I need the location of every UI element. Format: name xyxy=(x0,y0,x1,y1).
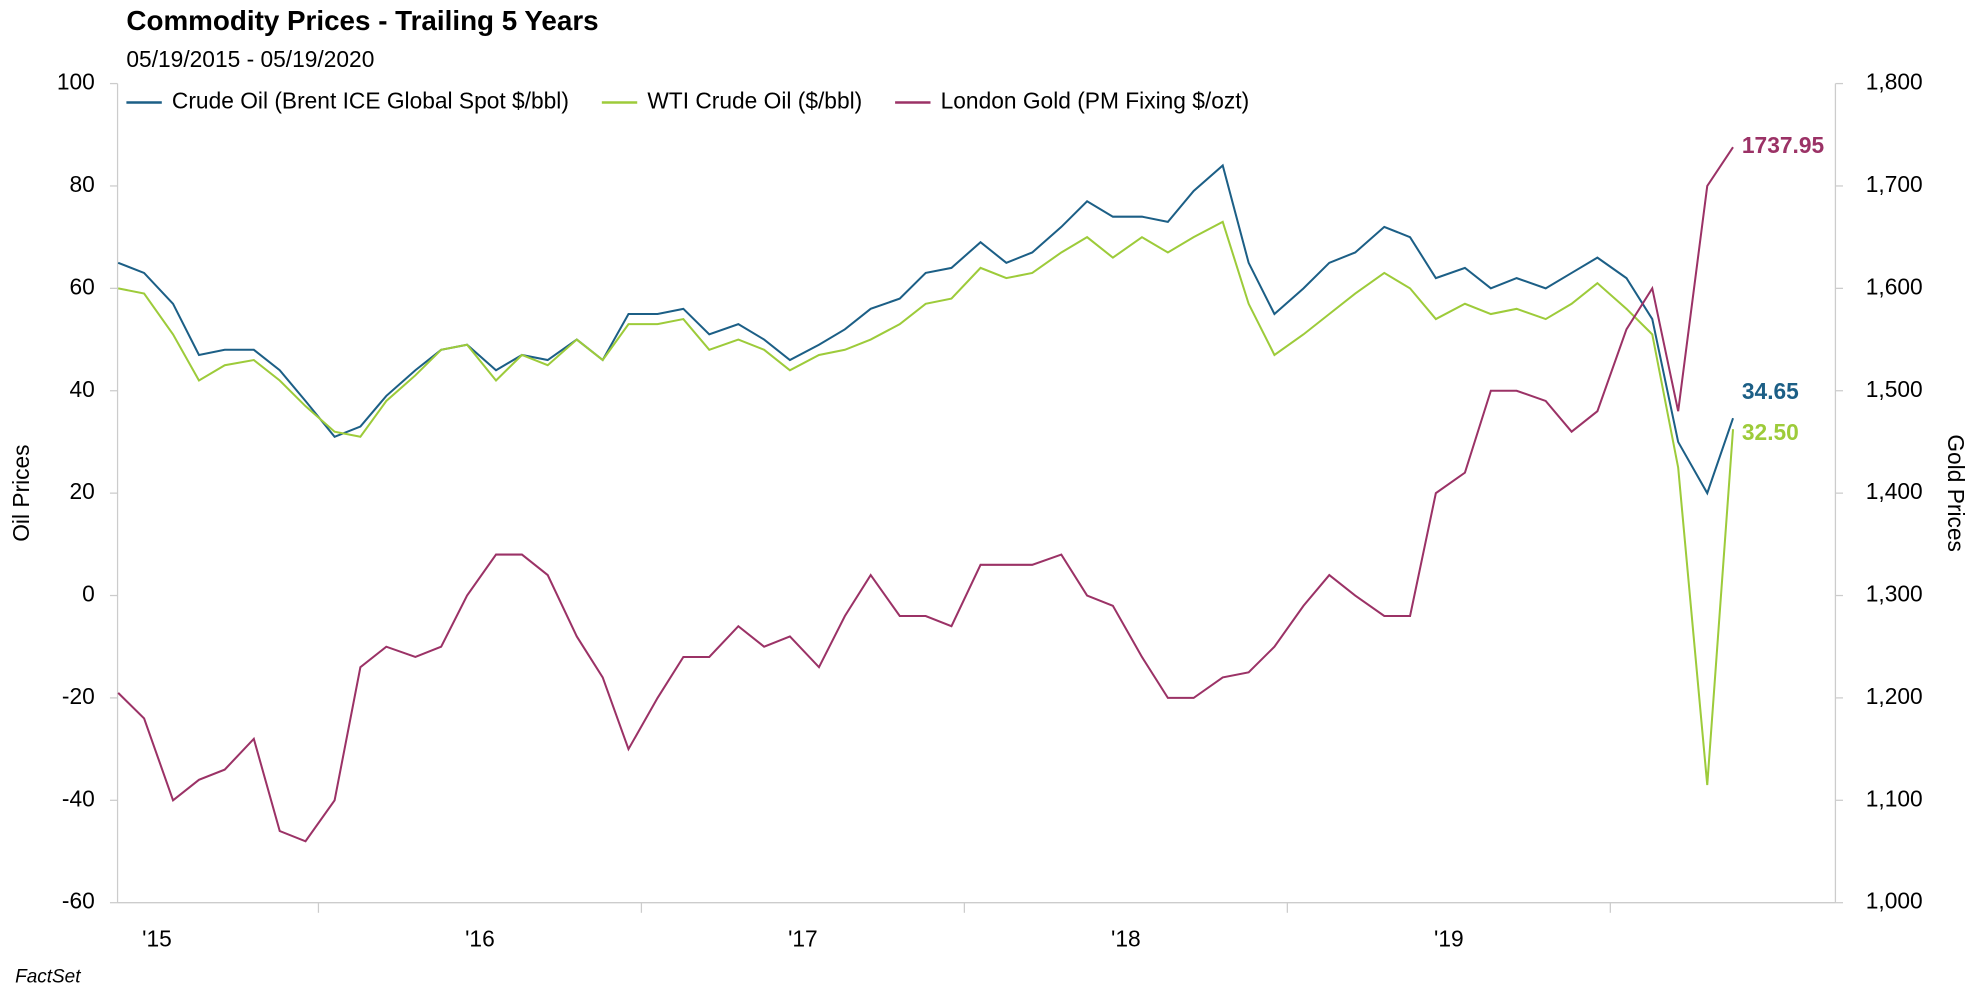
y2-tick-label: 1,300 xyxy=(1866,581,1923,607)
y-tick-label: -20 xyxy=(62,683,95,709)
y-tick-label: -40 xyxy=(62,785,95,811)
y2-tick-label: 1,100 xyxy=(1866,785,1923,811)
y-tick-label: 60 xyxy=(69,273,94,299)
series-line xyxy=(117,146,1734,843)
series-line xyxy=(117,163,1734,496)
chart-title: Commodity Prices - Trailing 5 Years xyxy=(126,5,598,36)
x-tick-label: '15 xyxy=(142,926,172,952)
y-tick-label: 100 xyxy=(57,69,95,95)
source: FactSet xyxy=(15,966,81,985)
y-tick-label: 20 xyxy=(69,478,94,504)
chart-subtitle: 05/19/2015 - 05/19/2020 xyxy=(126,46,374,72)
y2-tick-label: 1,700 xyxy=(1866,171,1923,197)
y2-tick-label: 1,400 xyxy=(1866,478,1923,504)
legend-label: Crude Oil (Brent ICE Global Spot $/bbl) xyxy=(172,88,569,114)
y2-tick-label: 1,000 xyxy=(1866,888,1923,914)
y2-tick-label: 1,500 xyxy=(1866,376,1923,402)
legend-label: London Gold (PM Fixing $/ozt) xyxy=(941,88,1250,114)
y-tick-label: -60 xyxy=(62,888,95,914)
y2-tick-label: 1,600 xyxy=(1866,273,1923,299)
y-tick-label: 0 xyxy=(82,581,95,607)
x-tick-label: '16 xyxy=(465,926,495,952)
end-label: 34.65 xyxy=(1742,378,1799,404)
y-tick-label: 80 xyxy=(69,171,94,197)
legend-label: WTI Crude Oil ($/bbl) xyxy=(647,88,862,114)
y-tick-label: 40 xyxy=(69,376,94,402)
end-label: 32.50 xyxy=(1742,419,1799,445)
x-tick-label: '17 xyxy=(788,926,818,952)
x-tick-label: '18 xyxy=(1111,926,1141,952)
series-line xyxy=(117,220,1735,786)
end-label: 1737.95 xyxy=(1742,132,1825,158)
y2-tick-label: 1,800 xyxy=(1866,69,1923,95)
y2-axis-title: Gold Prices xyxy=(1943,434,1969,552)
x-tick-label: '19 xyxy=(1434,926,1464,952)
y-axis-title: Oil Prices xyxy=(8,444,34,541)
y2-tick-label: 1,200 xyxy=(1866,683,1923,709)
